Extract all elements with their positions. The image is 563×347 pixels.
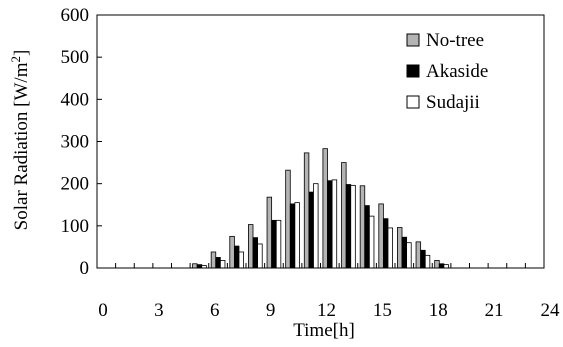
bar-akaside (420, 249, 426, 269)
bar-akaside (196, 264, 203, 269)
bar-akaside (308, 191, 314, 269)
bar-akaside (438, 263, 445, 269)
bar-sudajii (443, 264, 449, 269)
legend-label-akaside: Akaside (426, 61, 488, 82)
bar-akaside (382, 218, 389, 269)
legend-swatch-akaside (406, 64, 420, 78)
bar-sudajii (424, 254, 431, 269)
bar-sudajii (294, 202, 300, 269)
x-axis-title: Time[h] (293, 320, 355, 341)
bar-no-tree (303, 152, 310, 269)
bar-sudajii (406, 242, 412, 269)
y-tick-label: 100 (61, 216, 90, 237)
bar-no-tree (378, 203, 384, 269)
bar-sudajii (331, 179, 338, 269)
legend: No-tree Akaside Sudajii (406, 30, 488, 113)
tick-labels: 0 100 200 300 400 500 600 0 3 6 9 12 15 18 21 24 (61, 5, 561, 321)
axes (96, 14, 545, 269)
bar-sudajii (219, 260, 226, 269)
bar-akaside (364, 205, 370, 269)
y-axis-title-main: Solar Radiation [W/m (11, 62, 32, 230)
bar-no-tree (266, 196, 273, 269)
x-tick-label: 15 (373, 300, 392, 321)
bar-no-tree (210, 251, 217, 269)
y-axis-title-end: ] (11, 50, 32, 56)
bar-akaside (271, 219, 277, 269)
bar-no-tree (248, 224, 254, 269)
x-tick-label: 24 (541, 300, 561, 321)
x-tick-label: 21 (485, 300, 504, 321)
y-tick-label: 400 (61, 89, 90, 110)
bar-sudajii (350, 184, 356, 269)
bar-no-tree (359, 185, 366, 269)
bar-group (192, 148, 449, 269)
bar-akaside (401, 236, 408, 269)
bar-no-tree (192, 263, 198, 269)
bar-no-tree (434, 260, 440, 269)
x-tick-label: 9 (266, 300, 276, 321)
bar-sudajii (368, 215, 375, 269)
x-tick-label: 18 (429, 300, 448, 321)
x-tick-label: 0 (98, 300, 108, 321)
y-axis-title: Solar Radiation [W/m2] (8, 50, 32, 231)
legend-label-sudajii: Sudajii (426, 92, 480, 113)
x-tick-label: 12 (317, 300, 336, 321)
bar-akaside (233, 245, 240, 269)
bar-sudajii (238, 251, 244, 269)
x-tick-label: 3 (154, 300, 164, 321)
bar-no-tree (397, 227, 403, 269)
bar-akaside (345, 184, 352, 269)
bar-no-tree (341, 162, 347, 269)
bar-sudajii (313, 183, 319, 269)
bar-akaside (215, 257, 221, 269)
bar-sudajii (275, 219, 282, 269)
bar-sudajii (387, 227, 393, 269)
bar-akaside (252, 237, 259, 269)
bar-no-tree (415, 241, 422, 269)
y-tick-label: 0 (80, 258, 90, 279)
y-tick-label: 600 (61, 5, 90, 26)
legend-swatch-no-tree (406, 33, 420, 47)
x-tick-label: 6 (210, 300, 220, 321)
legend-swatch-sudajii (406, 95, 420, 109)
legend-label-no-tree: No-tree (426, 30, 484, 51)
plot-frame (96, 14, 545, 269)
bar-akaside (289, 203, 296, 269)
y-tick-label: 300 (61, 132, 90, 153)
y-tick-label: 200 (61, 174, 90, 195)
bar-no-tree (322, 148, 328, 269)
y-axis-title-superscript: 2 (8, 56, 23, 63)
bar-no-tree (229, 235, 235, 269)
y-tick-label: 500 (61, 47, 90, 68)
bar-sudajii (257, 243, 263, 269)
bar-no-tree (285, 169, 291, 269)
bar-akaside (327, 180, 333, 269)
